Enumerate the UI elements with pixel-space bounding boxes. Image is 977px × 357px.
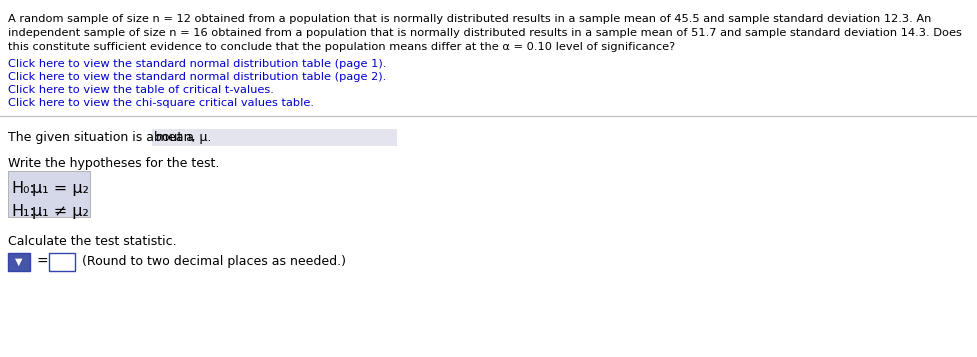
Text: Click here to view the table of critical t-values.: Click here to view the table of critical… [8,85,274,95]
FancyBboxPatch shape [49,253,75,271]
Text: Calculate the test statistic.: Calculate the test statistic. [8,235,177,248]
Text: independent sample of size n = 16 obtained from a population that is normally di: independent sample of size n = 16 obtain… [8,28,962,38]
Text: H₁:: H₁: [11,204,35,219]
Text: μ₁ = μ₂: μ₁ = μ₂ [32,181,89,196]
Text: (Round to two decimal places as needed.): (Round to two decimal places as needed.) [82,256,346,268]
Text: Click here to view the chi-square critical values table.: Click here to view the chi-square critic… [8,98,314,108]
Text: this constitute sufficient evidence to conclude that the population means differ: this constitute sufficient evidence to c… [8,42,675,52]
Text: Click here to view the standard normal distribution table (page 2).: Click here to view the standard normal d… [8,72,386,82]
Text: mean, μ.: mean, μ. [156,131,211,144]
Text: H₀:: H₀: [11,181,35,196]
FancyBboxPatch shape [8,253,30,271]
FancyBboxPatch shape [8,171,90,217]
Text: Write the hypotheses for the test.: Write the hypotheses for the test. [8,157,220,170]
Text: The given situation is about a: The given situation is about a [8,131,194,144]
Text: μ₁ ≠ μ₂: μ₁ ≠ μ₂ [32,204,89,219]
Text: A random sample of size n = 12 obtained from a population that is normally distr: A random sample of size n = 12 obtained … [8,14,931,24]
Text: Click here to view the standard normal distribution table (page 1).: Click here to view the standard normal d… [8,59,386,69]
Text: ▼: ▼ [16,257,22,267]
FancyBboxPatch shape [152,129,397,146]
Text: =: = [37,255,49,269]
